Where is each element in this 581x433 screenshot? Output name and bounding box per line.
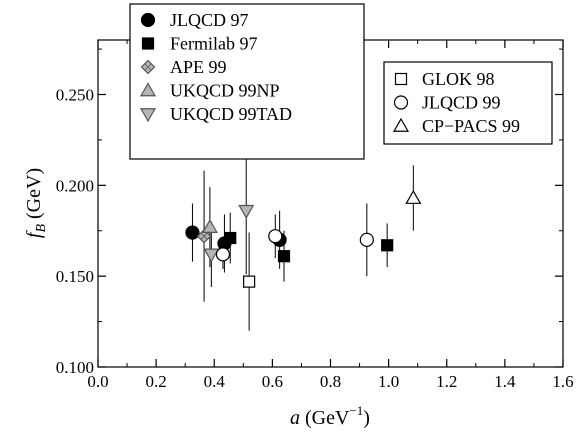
x-tick-label: 0.8 [320, 372, 341, 391]
legend-label: UKQCD 99TAD [170, 104, 292, 124]
data-point [381, 239, 394, 252]
data-point [268, 229, 283, 244]
data-point [185, 225, 200, 240]
x-tick-label: 1.0 [378, 372, 399, 391]
data-point-hatch [200, 232, 208, 240]
x-tick-label: 1.6 [552, 372, 573, 391]
legend-marker [139, 82, 157, 97]
data-point [203, 248, 220, 263]
legend-right: GLOK 98 JLQCD 99 CP−PACS 99 [383, 61, 553, 145]
legend-marker [140, 12, 156, 28]
legend-marker [393, 95, 409, 110]
data-point [277, 250, 291, 263]
data-point [359, 232, 374, 247]
legend-label: UKQCD 99NP [170, 81, 280, 101]
y-tick-label: 0.250 [56, 86, 94, 105]
x-axis-label: a (GeV−1) [290, 403, 370, 429]
y-axis-label: fB(GeV) [23, 168, 49, 238]
legend-marker [394, 72, 408, 86]
data-point [224, 231, 237, 245]
x-tick-label: 1.2 [436, 372, 457, 391]
y-tick-label: 0.200 [56, 176, 94, 195]
legend-label: JLQCD 99 [422, 93, 501, 113]
data-point [405, 189, 422, 204]
data-point [238, 204, 255, 219]
x-tick-label: 0.0 [87, 372, 108, 391]
x-tick-label: 0.6 [262, 372, 283, 391]
y-tick-label: 0.100 [56, 358, 94, 377]
legend-marker [139, 108, 157, 123]
legend-label: CP−PACS 99 [422, 116, 520, 136]
legend-marker-hatch [144, 63, 152, 71]
legend-label: Fermilab 97 [170, 34, 258, 54]
legend-label: JLQCD 97 [170, 10, 249, 30]
legend-label: GLOK 98 [422, 69, 495, 89]
legend-marker [141, 37, 155, 50]
legend-label: APE 99 [170, 57, 227, 77]
y-tick-label: 0.150 [56, 267, 94, 286]
x-tick-label: 0.4 [204, 372, 226, 391]
legend-marker [392, 117, 410, 132]
data-point [243, 275, 256, 288]
x-tick-label: 0.2 [146, 372, 167, 391]
x-tick-label: 1.4 [494, 372, 516, 391]
data-point [201, 218, 218, 233]
x-tick-labels: 0.0 0.2 0.4 0.6 0.8 1.0 1.2 1.4 1.6 [87, 372, 573, 391]
y-tick-labels: 0.100 0.150 0.200 0.250 [56, 86, 94, 378]
data-points [185, 147, 422, 331]
data-point [215, 247, 231, 262]
legend-left: JLQCD 97 Fermilab 97 APE 99 UKQCD 99NP UKQCD… [129, 3, 365, 160]
